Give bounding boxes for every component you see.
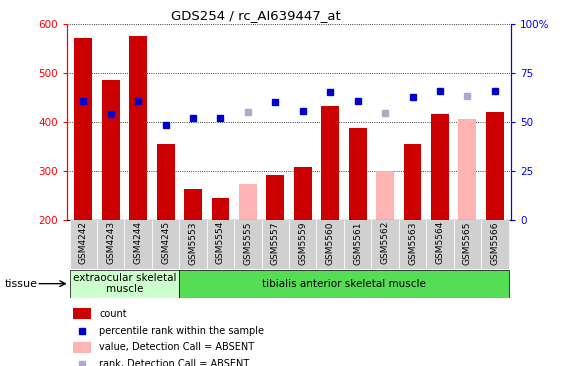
Text: extraocular skeletal
muscle: extraocular skeletal muscle [73,273,176,295]
Bar [261,220,289,269]
Bar [404,144,421,220]
Text: GSM5563: GSM5563 [408,221,417,265]
Text: GSM5555: GSM5555 [243,221,252,265]
Bar [426,220,454,269]
Bar [458,119,476,220]
FancyBboxPatch shape [70,270,180,298]
Text: GDS254 / rc_AI639447_at: GDS254 / rc_AI639447_at [171,9,340,22]
Text: GSM4242: GSM4242 [79,221,88,264]
Text: GSM4243: GSM4243 [106,221,115,264]
Text: GSM5553: GSM5553 [188,221,198,265]
Bar [399,220,426,269]
Text: GSM4245: GSM4245 [161,221,170,264]
Bar [184,189,202,220]
Bar [486,112,504,220]
Bar [152,220,180,269]
Text: GSM5561: GSM5561 [353,221,362,265]
Bar [344,220,371,269]
Bar [73,342,91,353]
Bar [349,128,367,220]
Bar [239,184,257,220]
Text: GSM5559: GSM5559 [298,221,307,265]
Text: GSM4244: GSM4244 [134,221,143,264]
Text: GSM5564: GSM5564 [435,221,444,265]
Text: count: count [99,309,127,319]
Text: rank, Detection Call = ABSENT: rank, Detection Call = ABSENT [99,359,249,366]
Text: GSM5560: GSM5560 [326,221,335,265]
Bar [371,220,399,269]
Bar [97,220,124,269]
Bar [74,38,92,220]
Bar [431,114,449,220]
Bar [102,80,120,220]
Text: GSM5562: GSM5562 [381,221,390,265]
Bar [317,220,344,269]
Text: GSM5557: GSM5557 [271,221,280,265]
Text: GSM5565: GSM5565 [463,221,472,265]
Bar [157,144,174,220]
Bar [376,171,394,220]
Bar [234,220,261,269]
Bar [289,220,317,269]
Text: tissue: tissue [5,279,38,289]
Bar [129,36,147,220]
Text: value, Detection Call = ABSENT: value, Detection Call = ABSENT [99,342,254,352]
Bar [73,308,91,319]
Bar [267,175,284,220]
Bar [207,220,234,269]
FancyBboxPatch shape [180,270,508,298]
Text: GSM5554: GSM5554 [216,221,225,265]
Bar [70,220,97,269]
Bar [294,167,311,220]
Bar [481,220,508,269]
Text: tibialis anterior skeletal muscle: tibialis anterior skeletal muscle [262,279,426,289]
Text: percentile rank within the sample: percentile rank within the sample [99,325,264,336]
Bar [211,198,229,220]
Bar [454,220,481,269]
Bar [124,220,152,269]
Bar [180,220,207,269]
Text: GSM5566: GSM5566 [490,221,499,265]
Bar [321,106,339,220]
